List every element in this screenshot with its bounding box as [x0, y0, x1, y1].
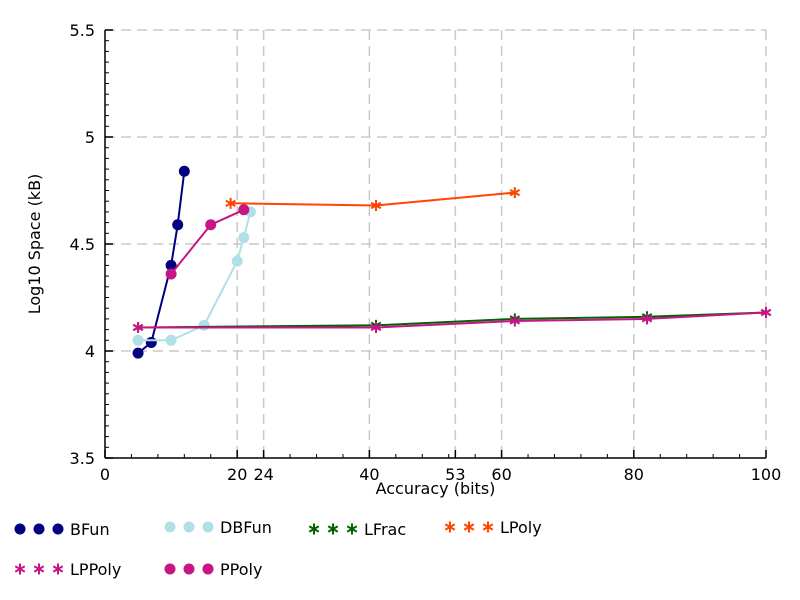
data-point-lppoly — [132, 321, 144, 333]
series-layer — [132, 165, 772, 359]
legend-label: BFun — [70, 519, 110, 539]
legend-marker — [14, 563, 26, 575]
legend-marker — [14, 523, 26, 535]
series-ppoly — [165, 204, 250, 280]
legend-swatch — [308, 523, 358, 535]
data-point-lppoly — [641, 313, 653, 325]
y-axis-title: Log10 Space (kB) — [25, 174, 44, 315]
legend-marker — [33, 563, 45, 575]
x-tick-label: 60 — [491, 465, 511, 484]
legend-marker — [164, 521, 176, 533]
y-tick-label: 4.5 — [70, 235, 95, 254]
data-point-ppoly — [205, 219, 217, 231]
series-lpoly — [225, 187, 521, 211]
legend-swatch — [444, 521, 494, 533]
grid-lines — [105, 29, 767, 458]
x-tick-label: 24 — [253, 465, 273, 484]
series-line-lppoly — [138, 311, 767, 329]
data-point-lpoly — [225, 197, 236, 209]
legend-marker — [52, 563, 64, 575]
x-tick-label: 20 — [227, 465, 247, 484]
legend-item-bfun: BFun — [12, 516, 110, 542]
legend-swatch — [14, 563, 64, 575]
legend-item-lfrac: LFrac — [306, 516, 406, 542]
y-tick-label: 5 — [85, 128, 95, 147]
data-point-dbfun — [198, 319, 210, 331]
data-point-bfun — [172, 219, 184, 231]
data-point-lpoly — [509, 187, 521, 199]
data-point-lppoly — [509, 315, 521, 327]
legend-swatch — [14, 523, 64, 535]
data-point-dbfun — [165, 334, 177, 346]
data-point-lppoly — [370, 321, 382, 333]
data-point-lpoly — [370, 199, 382, 211]
data-point-bfun — [132, 347, 144, 359]
legend-label: PPoly — [220, 559, 263, 579]
legend-marker — [202, 521, 214, 533]
series-lfrac — [132, 306, 772, 333]
series-line-bfun — [137, 171, 186, 354]
series-bfun — [132, 165, 190, 359]
legend-item-ppoly: PPoly — [162, 556, 262, 582]
legend-marker — [164, 563, 176, 575]
legend-marker — [463, 521, 475, 533]
data-point-ppoly — [238, 204, 250, 216]
x-axis-title: Accuracy (bits) — [376, 479, 496, 498]
chart: 0 20 24 40 53 60 80 100 3.5 4 4.5 5 5.5 Accuracy (bi… — [25, 21, 782, 498]
legend-marker — [482, 521, 494, 533]
legend-marker — [183, 521, 195, 533]
data-point-bfun — [178, 165, 190, 177]
legend-marker — [346, 523, 358, 535]
legend-label: DBFun — [220, 517, 272, 537]
legend-label: LFrac — [364, 519, 407, 539]
legend-marker — [308, 523, 320, 535]
data-point-dbfun — [231, 255, 243, 267]
data-point-dbfun — [238, 232, 250, 244]
series-lppoly — [132, 306, 772, 333]
legend-item-lppoly: LPPoly — [12, 556, 121, 582]
legend-marker — [52, 523, 64, 535]
legend-label: LPPoly — [70, 559, 122, 579]
data-point-dbfun — [132, 334, 144, 346]
x-tick-label: 100 — [751, 465, 782, 484]
legend-marker — [202, 563, 214, 575]
axes: 0 20 24 40 53 60 80 100 3.5 4 4.5 5 5.5 — [70, 21, 782, 484]
series-line-dbfun — [138, 211, 252, 342]
legend-marker — [444, 521, 456, 533]
series-line-lfrac — [138, 311, 767, 329]
data-point-bfun — [165, 259, 177, 271]
legend-marker — [33, 523, 45, 535]
y-tick-label: 5.5 — [70, 21, 95, 40]
data-point-bfun — [145, 336, 157, 348]
legend-swatch — [164, 563, 214, 575]
legend-item-lpoly: LPoly — [442, 514, 542, 540]
legend: BFun DBFun LFrac LPoly LPPoly PPoly — [0, 508, 800, 598]
x-tick-label: 53 — [445, 465, 465, 484]
data-point-ppoly — [165, 268, 177, 280]
legend-item-dbfun: DBFun — [162, 514, 272, 540]
x-tick-label: 40 — [359, 465, 379, 484]
legend-label: LPoly — [500, 517, 542, 537]
data-point-lppoly — [760, 306, 772, 318]
y-tick-label: 4 — [85, 342, 95, 361]
legend-marker — [183, 563, 195, 575]
x-tick-label: 80 — [624, 465, 644, 484]
legend-marker — [327, 523, 339, 535]
y-tick-label: 3.5 — [70, 449, 95, 468]
legend-swatch — [164, 521, 214, 533]
x-tick-label: 0 — [100, 465, 110, 484]
